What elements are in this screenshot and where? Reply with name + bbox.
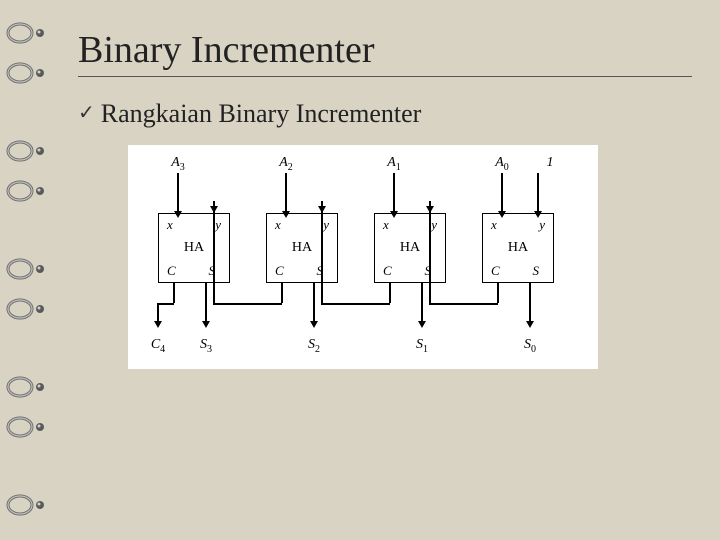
arrow-icon	[418, 321, 426, 328]
port-c: C	[383, 263, 392, 279]
port-c: C	[167, 263, 176, 279]
wire	[157, 303, 174, 305]
ha-label: HA	[184, 240, 204, 256]
wire	[321, 303, 390, 305]
port-x: x	[275, 217, 281, 233]
port-x: x	[383, 217, 389, 233]
wire	[321, 213, 323, 303]
binder-ring	[6, 416, 50, 438]
wire	[501, 173, 503, 213]
check-icon: ✓	[78, 99, 95, 127]
binder-ring	[6, 376, 50, 398]
binder-ring	[6, 298, 50, 320]
arrow-icon	[390, 211, 398, 218]
wire	[429, 213, 431, 303]
port-c: C	[491, 263, 500, 279]
binary-incrementer-diagram: xyHACSxyHACSxyHACSxyHACSA3A2A1A01C4S3S2S…	[140, 155, 586, 355]
ha-label: HA	[400, 240, 420, 256]
arrow-icon	[282, 211, 290, 218]
wire	[313, 283, 315, 323]
port-x: x	[167, 217, 173, 233]
wire	[281, 283, 283, 303]
output-label: S1	[416, 337, 428, 355]
output-label: C4	[151, 337, 165, 355]
wire	[177, 173, 179, 213]
binder-ring	[6, 22, 50, 44]
wire	[497, 283, 499, 303]
arrow-icon	[318, 206, 326, 213]
arrow-icon	[426, 206, 434, 213]
input-label: A2	[279, 155, 293, 173]
diagram-container: xyHACSxyHACSxyHACSxyHACSA3A2A1A01C4S3S2S…	[128, 145, 598, 369]
wire	[429, 303, 498, 305]
input-label: A3	[171, 155, 185, 173]
binder-ring	[6, 494, 50, 516]
wire	[529, 283, 531, 323]
output-label: S2	[308, 337, 320, 355]
arrow-icon	[210, 206, 218, 213]
ha-block: xyHACS	[158, 213, 230, 283]
binder-ring	[6, 258, 50, 280]
bullet-item: ✓ Rangkaian Binary Incrementer	[78, 99, 692, 129]
wire	[213, 303, 282, 305]
port-y: y	[431, 217, 437, 233]
input-label: 1	[547, 155, 554, 171]
wire	[393, 173, 395, 213]
wire	[205, 283, 207, 323]
wire	[537, 173, 539, 213]
input-label: A1	[387, 155, 401, 173]
arrow-icon	[526, 321, 534, 328]
arrow-icon	[498, 211, 506, 218]
port-y: y	[215, 217, 221, 233]
output-label: S3	[200, 337, 212, 355]
port-c: C	[275, 263, 284, 279]
port-y: y	[323, 217, 329, 233]
wire	[213, 213, 215, 303]
arrow-icon	[174, 211, 182, 218]
wire	[173, 283, 175, 303]
wire	[285, 173, 287, 213]
wire	[389, 283, 391, 303]
wire	[421, 283, 423, 323]
ha-label: HA	[508, 240, 528, 256]
page-title: Binary Incrementer	[78, 28, 692, 72]
ha-label: HA	[292, 240, 312, 256]
arrow-icon	[534, 211, 542, 218]
binder-ring	[6, 62, 50, 84]
ha-block: x y HA C S	[482, 213, 554, 283]
arrow-icon	[310, 321, 318, 328]
arrow-icon	[154, 321, 162, 328]
arrow-icon	[202, 321, 210, 328]
port-x: x	[491, 217, 497, 233]
ha-block: xyHACS	[266, 213, 338, 283]
title-divider	[78, 76, 692, 77]
ha-block: xyHACS	[374, 213, 446, 283]
binder-ring	[6, 180, 50, 202]
wire	[157, 303, 159, 323]
input-label: A0	[495, 155, 509, 173]
port-y: y	[539, 217, 545, 233]
bullet-text: Rangkaian Binary Incrementer	[101, 99, 422, 129]
port-s: S	[533, 263, 540, 279]
binder-ring	[6, 140, 50, 162]
output-label: S0	[524, 337, 536, 355]
